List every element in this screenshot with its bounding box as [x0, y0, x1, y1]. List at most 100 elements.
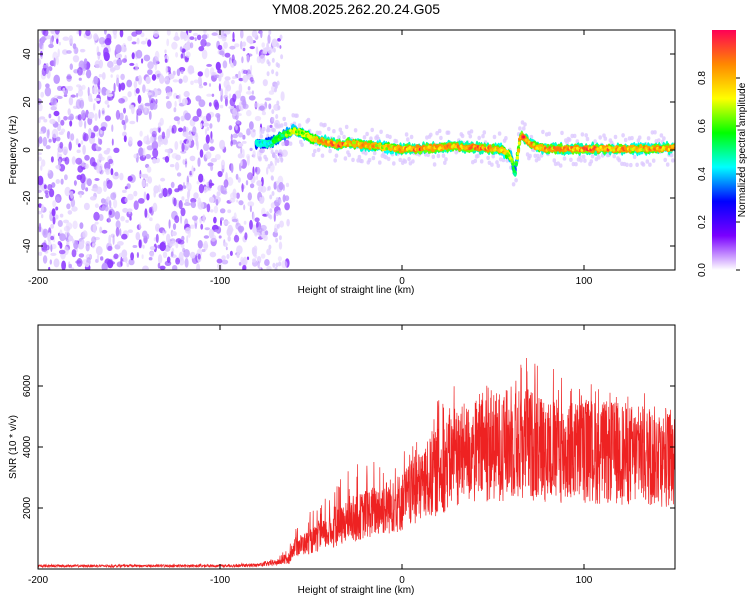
noise-blob	[191, 165, 194, 176]
x-tick-label: -100	[210, 276, 230, 287]
spectrogram-y-axis: -40 -20 0 20 40	[22, 48, 675, 253]
noise-blob	[106, 179, 113, 189]
noise-blob	[164, 58, 168, 63]
noise-blob	[197, 253, 201, 260]
ridge-halo	[473, 158, 478, 164]
noise-blob	[111, 138, 114, 146]
ridge-halo	[372, 150, 377, 156]
noise-blob	[72, 55, 80, 63]
ridge-halo	[581, 154, 586, 159]
ridge-halo	[637, 135, 642, 140]
noise-blob	[230, 79, 235, 85]
noise-blob	[203, 30, 207, 35]
ridge-halo	[662, 136, 666, 141]
ridge-halo	[371, 155, 376, 161]
noise-blob	[216, 191, 221, 197]
noise-blob	[177, 184, 184, 191]
noise-blob	[278, 241, 283, 250]
noise-blob	[260, 185, 267, 193]
noise-blob	[252, 212, 255, 221]
noise-blob	[174, 161, 180, 171]
noise-blob	[172, 265, 178, 270]
noise-blob	[206, 63, 213, 67]
noise-blob	[277, 256, 282, 262]
ridge-halo	[659, 133, 664, 138]
noise-blob	[98, 109, 101, 119]
noise-blob	[80, 140, 84, 145]
noise-blob	[254, 232, 261, 236]
noise-blob	[41, 159, 46, 167]
noise-blob	[141, 58, 144, 64]
ridge-halo	[648, 162, 652, 167]
noise-blob	[43, 230, 46, 235]
noise-blob	[42, 64, 48, 69]
noise-blob	[136, 37, 140, 45]
noise-blob	[87, 116, 93, 126]
noise-blob	[224, 87, 228, 98]
ridge-halo	[274, 149, 279, 154]
noise-blob	[184, 112, 191, 121]
noise-blob	[100, 198, 106, 204]
noise-blob	[104, 100, 109, 105]
noise-blob	[67, 108, 71, 116]
noise-blob	[93, 211, 100, 221]
noise-blob	[135, 77, 139, 82]
noise-blob	[101, 262, 108, 270]
noise-blob	[133, 153, 138, 159]
noise-blob	[228, 125, 233, 131]
noise-blob	[185, 139, 192, 148]
noise-blob	[137, 104, 144, 112]
ridge-halo	[379, 129, 383, 134]
noise-blob	[203, 143, 210, 152]
noise-blob	[54, 214, 59, 220]
ridge-halo	[342, 134, 346, 140]
ridge-halo	[486, 155, 490, 161]
noise-blob	[98, 59, 103, 69]
noise-blob	[189, 42, 194, 49]
noise-blob	[75, 99, 82, 110]
noise-blob	[39, 116, 46, 120]
noise-blob	[247, 86, 251, 91]
noise-blob	[251, 247, 255, 255]
noise-blob	[117, 241, 124, 246]
noise-blob	[59, 233, 66, 242]
noise-blob	[47, 232, 52, 243]
noise-blob	[213, 216, 217, 224]
noise-blob	[232, 108, 238, 117]
noise-blob	[55, 206, 59, 211]
noise-blob	[210, 234, 217, 242]
noise-blob	[58, 131, 64, 135]
spectrogram-x-label: Height of straight line (km)	[298, 285, 415, 296]
noise-blob	[77, 143, 81, 148]
noise-blob	[63, 219, 69, 224]
noise-blob	[128, 210, 131, 215]
noise-blob	[138, 173, 146, 178]
noise-blob	[242, 74, 249, 83]
ridge-halo	[323, 122, 327, 128]
noise-blob	[69, 113, 74, 121]
noise-blob	[246, 35, 253, 43]
noise-blob	[233, 104, 236, 108]
noise-blob	[236, 199, 239, 203]
noise-blob	[205, 151, 212, 160]
noise-blob	[176, 172, 182, 177]
x-tick-label: 0	[399, 276, 405, 287]
noise-blob	[137, 94, 142, 104]
noise-blob	[57, 150, 60, 160]
noise-blob	[229, 197, 236, 203]
noise-blob	[107, 245, 113, 251]
noise-blob	[282, 194, 286, 203]
noise-blob	[205, 134, 210, 144]
noise-blob	[224, 76, 231, 81]
noise-blob	[176, 68, 181, 77]
noise-blob	[46, 129, 50, 139]
noise-blob	[142, 147, 146, 158]
noise-blob	[90, 98, 93, 102]
ridge-core	[353, 141, 357, 145]
noise-blob	[84, 120, 87, 129]
noise-blob	[148, 257, 153, 261]
noise-blob	[242, 264, 247, 270]
noise-blob	[230, 140, 233, 147]
ridge-halo	[476, 153, 480, 159]
ridge-halo	[378, 160, 382, 165]
